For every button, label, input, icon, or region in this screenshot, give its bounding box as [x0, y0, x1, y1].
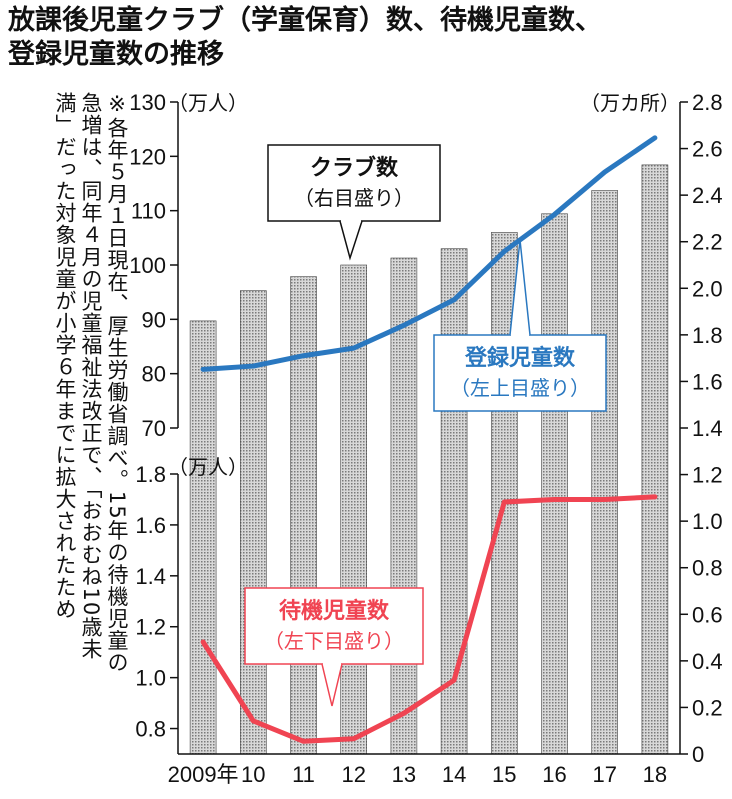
- right-tick-label: 1.6: [692, 369, 723, 394]
- bar-club-count-8: [591, 190, 619, 755]
- x-tick-label: 10: [241, 762, 265, 787]
- line-waiting-children: [200, 494, 658, 744]
- right-tick-label: 2.4: [692, 183, 723, 208]
- x-tick-label: 15: [492, 762, 516, 787]
- chart-title: 放課後児童クラブ（学童保育）数、待機児童数、 登録児童数の推移: [8, 4, 728, 72]
- left-top-unit-label: （万人）: [168, 91, 248, 115]
- left-bottom-tick-label: 1.0: [135, 666, 166, 691]
- source-note-line3: 満」だった対象児童が小学６年までに拡大されたため: [53, 92, 77, 620]
- source-note: ※各年５月１日現在、厚生労働省調べ。15年の待機児童の 急増は、同年４月の児童福…: [0, 92, 130, 782]
- right-tick-label: 1.4: [692, 416, 723, 441]
- left-top-tick-label: 100: [129, 253, 166, 278]
- x-tick-label: 16: [542, 762, 566, 787]
- source-note-line2: 急増は、同年４月の児童福祉法改正で、「おおむね10歳未: [79, 92, 103, 661]
- left-bottom-tick-label: 1.2: [135, 615, 166, 640]
- right-tick-label: 1.2: [692, 463, 723, 488]
- left-top-tick-label: 70: [142, 416, 166, 441]
- callout-waiting-subtitle: （左下目盛り）: [264, 629, 404, 653]
- left-top-tick-label: 120: [129, 144, 166, 169]
- right-tick-label: 1.8: [692, 323, 723, 348]
- callout-registered-box: [433, 334, 607, 412]
- axes-layer: 2009年 10 11 12 13 14 15 16 17 18 0 0.2 0.4 0.6 0.8 1.0 1…: [129, 90, 722, 787]
- callout-waiting: 待機児童数 （左下目盛り）: [244, 587, 424, 707]
- x-tick-label: 18: [643, 762, 667, 787]
- right-tick-label: 2.0: [692, 276, 723, 301]
- right-tick-label: 2.8: [692, 90, 723, 115]
- callout-clubs-box: [267, 144, 441, 222]
- bar-club-count-9: [641, 164, 669, 755]
- left-top-tick-label: 130: [129, 90, 166, 115]
- callout-clubs-subtitle: （右目盛り）: [294, 186, 414, 210]
- right-tick-label: 2.6: [692, 137, 723, 162]
- left-bottom-unit-label: （万人）: [168, 455, 248, 479]
- callout-registered-title: 登録児童数: [464, 345, 576, 371]
- right-unit-label: （万カ所）: [580, 91, 680, 115]
- left-top-tick-label: 90: [142, 307, 166, 332]
- left-top-tick-label: 80: [142, 362, 166, 387]
- right-tick-label: 0.8: [692, 556, 723, 581]
- line-registered-children: [200, 135, 658, 372]
- left-bottom-tick-label: 1.8: [135, 462, 166, 487]
- callout-waiting-title: 待機児童数: [279, 598, 390, 624]
- bar-club-count-4: [390, 257, 418, 755]
- callout-waiting-pointer: [321, 663, 343, 707]
- right-tick-label: 0.4: [692, 649, 723, 674]
- x-tick-label: 2009年: [168, 762, 239, 787]
- bar-club-count-7: [541, 213, 568, 755]
- chart-title-line1: 放課後児童クラブ（学童保育）数、待機児童数、: [8, 5, 602, 36]
- left-top-tick-label: 110: [131, 199, 166, 224]
- right-tick-label: 2.2: [692, 230, 723, 255]
- left-bottom-tick-label: 1.4: [135, 564, 166, 589]
- callout-waiting-box: [244, 587, 424, 665]
- left-bottom-tick-label: 0.8: [135, 717, 166, 742]
- right-tick-label: 0.6: [692, 602, 723, 627]
- right-tick-label: 0.2: [692, 695, 723, 720]
- x-tick-label: 14: [442, 762, 466, 787]
- bar-club-count-5: [440, 248, 468, 755]
- callout-registered: 登録児童数 （左上目盛り）: [433, 239, 607, 412]
- x-tick-label: 12: [341, 762, 365, 787]
- x-tick-label: 13: [392, 762, 416, 787]
- lines-layer: [200, 135, 658, 744]
- right-tick-label: 0: [692, 742, 704, 767]
- bar-club-count-2: [290, 276, 317, 755]
- bar-club-count-0: [189, 320, 217, 755]
- bars-layer: [189, 164, 669, 755]
- chart-title-line2: 登録児童数の推移: [8, 39, 224, 70]
- bar-club-count-1: [240, 290, 267, 755]
- callout-clubs-title: クラブ数: [310, 155, 399, 181]
- x-tick-label: 11: [292, 762, 315, 787]
- callouts-layer: クラブ数 （右目盛り） 登録児童数 （左上目盛り） 待機児童数 （左下目盛り）: [244, 144, 607, 707]
- callout-registered-pointer: [509, 239, 531, 336]
- bar-club-count-3: [340, 264, 368, 755]
- callout-registered-subtitle: （左上目盛り）: [450, 376, 590, 400]
- right-tick-label: 1.0: [692, 509, 723, 534]
- callout-clubs-pointer: [339, 220, 363, 261]
- left-bottom-tick-label: 1.6: [135, 513, 166, 538]
- x-tick-label: 17: [592, 762, 616, 787]
- source-note-line1: ※各年５月１日現在、厚生労働省調べ。15年の待機児童の: [105, 92, 129, 674]
- callout-clubs: クラブ数 （右目盛り）: [267, 144, 441, 261]
